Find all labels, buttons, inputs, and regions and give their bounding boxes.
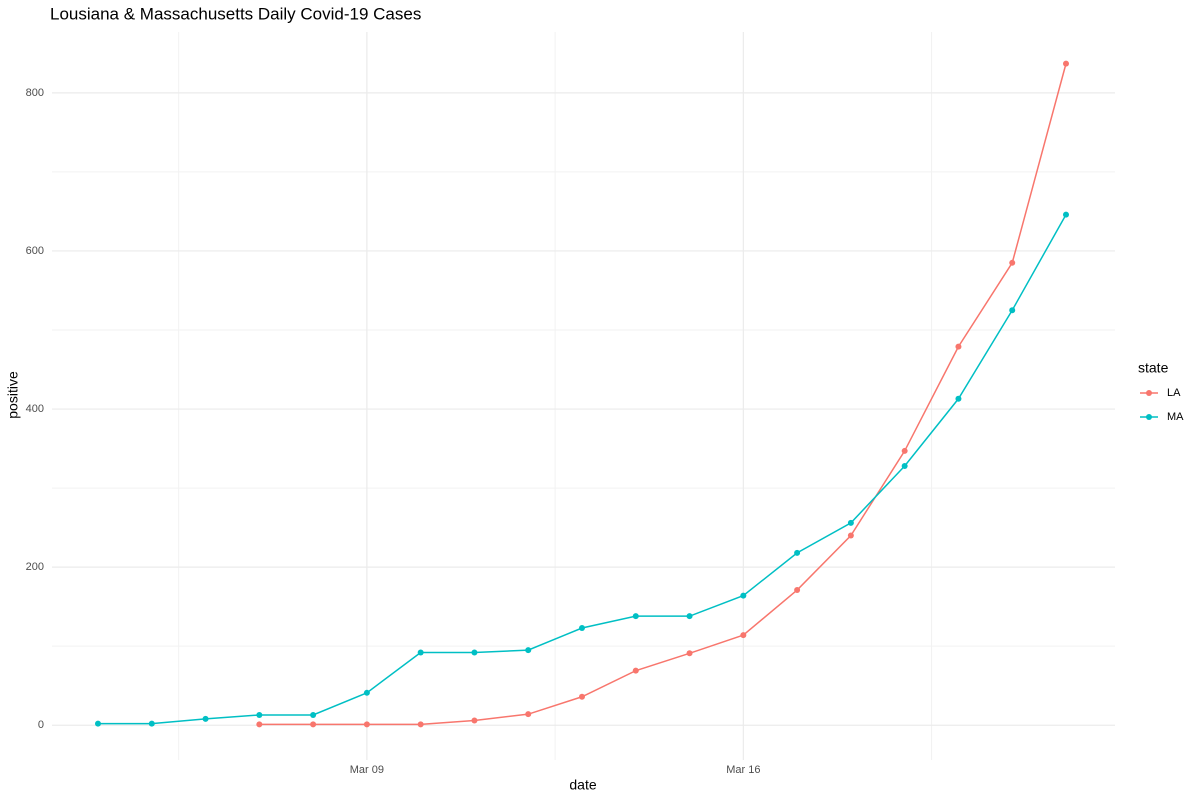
legend-label: MA xyxy=(1167,411,1184,423)
data-point xyxy=(740,592,747,599)
data-point xyxy=(686,650,693,657)
data-point xyxy=(256,711,263,718)
data-point xyxy=(579,624,585,631)
data-point xyxy=(471,649,478,656)
legend-key xyxy=(1146,390,1152,396)
y-tick-label: 400 xyxy=(26,403,44,415)
data-point xyxy=(847,532,854,539)
data-point xyxy=(95,720,101,727)
data-point xyxy=(1009,307,1016,314)
y-axis-label: positive xyxy=(5,371,21,419)
data-point xyxy=(686,613,693,620)
data-point xyxy=(579,693,585,700)
data-point xyxy=(525,711,532,718)
data-point xyxy=(740,632,747,639)
data-point xyxy=(525,647,532,654)
x-tick-label: Mar 09 xyxy=(350,764,384,776)
y-tick-label: 0 xyxy=(38,719,44,731)
y-tick-label: 800 xyxy=(26,87,44,99)
data-point xyxy=(794,549,801,556)
data-point xyxy=(256,721,263,728)
data-point xyxy=(901,462,908,469)
data-point xyxy=(955,395,962,402)
data-point xyxy=(1063,211,1069,218)
y-tick-label: 200 xyxy=(26,561,44,573)
data-point xyxy=(148,720,155,727)
data-point xyxy=(310,721,317,728)
data-point xyxy=(1009,259,1016,266)
data-point xyxy=(632,667,639,674)
series-line xyxy=(259,63,1067,726)
data-point xyxy=(955,343,962,350)
y-tick-label: 600 xyxy=(26,245,44,257)
x-axis-label: date xyxy=(569,777,596,793)
data-point xyxy=(202,715,209,722)
legend-title: state xyxy=(1138,360,1169,376)
series-line xyxy=(98,214,1067,725)
data-point xyxy=(1063,60,1069,67)
chart-title: Lousiana & Massachusetts Daily Covid-19 … xyxy=(50,4,421,23)
data-point xyxy=(417,649,424,656)
legend-label: LA xyxy=(1167,387,1181,399)
data-point xyxy=(847,519,854,526)
data-point xyxy=(794,587,801,594)
data-point xyxy=(363,721,370,728)
data-point xyxy=(901,447,908,454)
data-point xyxy=(363,689,370,696)
data-point xyxy=(632,613,639,620)
x-tick-label: Mar 16 xyxy=(726,764,760,776)
data-point xyxy=(310,711,317,718)
legend-key xyxy=(1146,414,1152,420)
data-point xyxy=(471,717,478,724)
data-point xyxy=(417,721,424,728)
